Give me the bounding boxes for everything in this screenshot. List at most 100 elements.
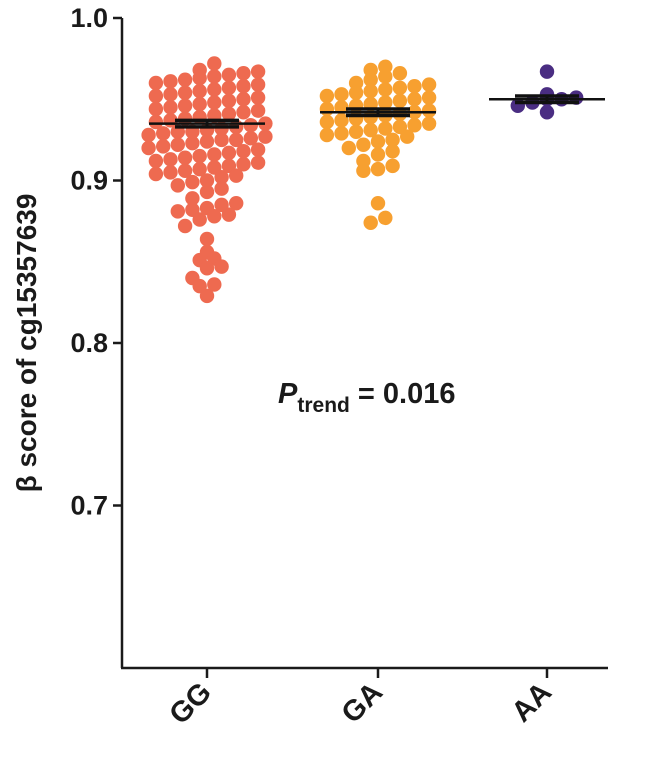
data-point-gg [199,173,215,188]
data-point-gg [250,90,266,105]
data-point-ga [334,126,349,141]
data-point-gg [141,140,156,156]
data-point-gg [207,82,222,97]
data-point-ga [421,116,437,131]
data-point-gg [236,144,251,159]
data-point-gg [170,137,185,152]
data-point-ga [378,121,393,136]
data-point-ga [370,161,386,177]
p-value: = 0.016 [350,378,456,410]
data-point-gg [221,93,237,109]
data-point-ga [363,72,378,87]
data-point-gg [163,152,178,167]
data-point-gg [141,127,156,143]
data-points-layer [141,56,584,304]
data-point-ga [370,196,386,211]
data-point-ga [385,158,400,174]
data-point-gg [250,64,266,79]
data-point-gg [185,135,200,151]
data-point-gg [214,181,229,196]
data-point-aa [510,98,525,113]
y-tick-label: 0.7 [70,491,108,521]
data-point-ga [334,87,349,102]
data-point-gg [207,147,222,162]
data-point-gg [221,80,237,96]
data-point-ga [392,80,408,96]
data-point-gg [185,191,200,206]
data-point-gg [163,165,178,180]
mean-sem-layer [149,94,605,129]
data-point-gg [177,150,193,165]
data-point-gg [148,166,164,182]
data-point-aa [539,64,555,79]
data-point-gg [214,259,229,274]
data-point-gg [207,277,222,292]
data-point-ga [348,98,364,113]
data-point-gg [221,106,237,122]
data-point-gg [250,142,266,157]
data-point-ga [392,66,408,81]
data-point-ga [407,92,422,107]
data-point-gg [177,72,193,87]
y-tick-label: 1.0 [70,3,108,33]
data-point-gg [177,218,193,234]
x-category-label: GG [163,676,218,731]
p-subscript: trend [297,394,350,417]
data-point-ga [319,127,335,143]
data-point-ga [356,163,371,178]
data-point-ga [421,77,437,92]
x-category-label: GA [336,676,389,729]
data-point-ga [348,85,364,100]
data-point-gg [236,157,251,172]
data-point-gg [229,196,244,211]
data-point-gg [156,139,171,154]
data-point-ga [370,147,386,162]
data-point-gg [192,212,207,227]
data-point-gg [229,132,244,148]
data-point-gg [243,131,258,146]
data-point-gg [221,67,237,83]
data-point-gg [148,101,164,117]
data-point-ga [407,79,422,94]
data-point-ga [363,215,378,230]
data-point-ga [348,111,364,126]
data-point-gg [148,88,164,104]
data-point-ga [319,88,335,104]
data-point-ga [363,122,378,138]
data-point-gg [170,178,185,193]
y-axis-title: β score of cg15357639 [11,194,42,493]
data-point-gg [199,231,215,247]
data-point-gg [148,153,164,169]
data-point-ga [421,90,437,105]
p-letter: P [278,378,298,410]
data-point-gg [156,126,171,141]
data-point-gg [207,56,222,71]
data-point-gg [163,87,178,102]
data-point-gg [258,116,273,131]
data-point-ga [370,134,386,149]
data-point-ga [392,93,408,109]
data-point-ga [356,137,371,152]
data-point-gg [199,134,215,149]
data-point-gg [214,132,229,148]
data-point-gg [250,77,266,92]
data-point-gg [170,204,185,219]
data-point-gg [221,207,237,222]
data-point-gg [214,170,229,185]
data-point-ga [348,124,364,139]
data-point-gg [258,129,273,144]
data-point-gg [192,96,207,112]
y-tick-label: 0.8 [70,328,108,358]
data-point-ga [407,118,422,133]
data-point-gg [185,174,200,190]
data-point-gg [243,118,258,133]
y-ticks-layer: 0.7 0.8 0.9 1.0 [70,3,122,521]
data-point-ga [341,140,356,156]
data-point-gg [229,168,244,183]
data-point-gg [207,95,222,110]
data-point-ga [421,103,437,118]
data-point-gg [207,69,222,84]
data-point-ga [319,101,335,117]
data-point-gg [199,261,215,276]
p-trend-annotation: Ptrend = 0.016 [278,378,455,417]
